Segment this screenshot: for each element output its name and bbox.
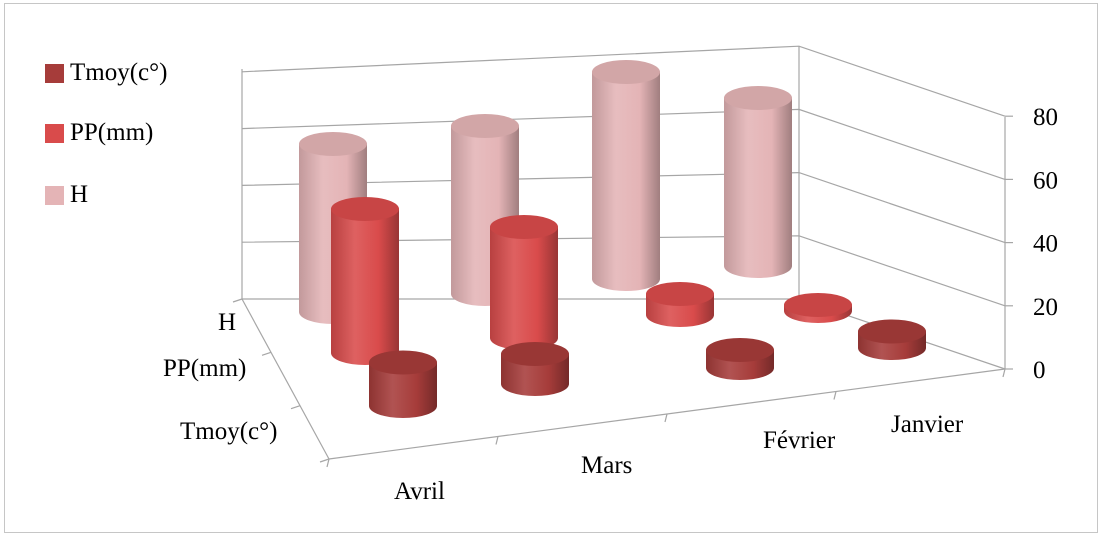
- bar-tmoyc-janvier: [858, 319, 926, 360]
- x-tick-4: [1002, 368, 1006, 378]
- chart-frame: 0 20 40 60 80 Avril Mars Février Janvier Tmoy(c°)…: [4, 3, 1098, 533]
- x-tick-1: [495, 436, 499, 445]
- bar-top: [331, 197, 399, 221]
- legend-label-h: H: [70, 181, 89, 208]
- z-tick-label-40: 40: [1033, 231, 1058, 258]
- bar-top: [490, 215, 558, 239]
- z-tick-label-60: 60: [1033, 167, 1058, 194]
- legend: Tmoy(c°) PP(mm) H: [45, 59, 195, 230]
- bar-ppmm-avril: [331, 197, 399, 365]
- bar-tmoyc-février: [706, 338, 774, 380]
- bar-side: [369, 362, 437, 418]
- bar-top: [784, 293, 852, 317]
- legend-swatch-h: [45, 185, 64, 205]
- bar-top: [724, 86, 792, 110]
- x-tick-label-3: Janvier: [891, 411, 964, 438]
- bar-top: [592, 60, 660, 84]
- depth-axis-line: [241, 298, 330, 460]
- depth-tick-1: [290, 405, 301, 410]
- legend-item-h: H: [45, 181, 89, 208]
- bar-top: [299, 132, 367, 156]
- depth-tick-3: [232, 298, 243, 303]
- z-tick-label-20: 20: [1033, 294, 1058, 321]
- bar-side: [331, 209, 399, 365]
- bar-side: [501, 354, 569, 396]
- z-tick-label-0: 0: [1033, 357, 1046, 384]
- depth-tick-label-0: Tmoy(c°): [180, 418, 277, 445]
- bar-h-février: [592, 60, 660, 291]
- bar-ppmm-janvier: [784, 293, 852, 323]
- depth-tick-2: [261, 351, 272, 356]
- bar-side: [592, 72, 660, 291]
- bar-top: [858, 319, 926, 344]
- bar-tmoyc-avril: [369, 350, 437, 418]
- bar-ppmm-mars: [490, 215, 558, 350]
- legend-swatch-tmoy: [45, 63, 64, 83]
- bar-top: [451, 114, 519, 138]
- x-tick-2: [664, 413, 668, 423]
- bar-top: [501, 342, 569, 366]
- bar-tmoyc-mars: [501, 342, 569, 396]
- depth-tick-label-1: PP(mm): [163, 355, 246, 382]
- bar-ppmm-février: [646, 282, 714, 327]
- legend-label-pp: PP(mm): [70, 119, 154, 146]
- legend-item-tmoy: Tmoy(c°): [45, 59, 168, 86]
- x-tick-3: [833, 391, 837, 400]
- legend-item-pp: PP(mm): [45, 119, 154, 146]
- chart-plot: 0 20 40 60 80 Avril Mars Février Janvier Tmoy(c°)…: [163, 45, 1058, 505]
- bar-side: [724, 98, 792, 278]
- x-tick-label-1: Mars: [581, 452, 632, 479]
- x-tick-0: [326, 458, 330, 468]
- bar-side: [490, 227, 558, 350]
- legend-swatch-pp: [45, 123, 64, 143]
- x-tick-label-0: Avril: [394, 478, 445, 505]
- z-tick-label-80: 80: [1033, 104, 1058, 131]
- bar-h-janvier: [724, 86, 792, 278]
- bar-top: [369, 350, 437, 375]
- x-tick-label-2: Février: [763, 427, 836, 454]
- bar-top: [646, 282, 714, 306]
- depth-tick-0: [319, 458, 330, 463]
- depth-tick-label-2: H: [218, 309, 236, 336]
- bar-top: [706, 338, 774, 362]
- legend-label-tmoy: Tmoy(c°): [70, 59, 168, 86]
